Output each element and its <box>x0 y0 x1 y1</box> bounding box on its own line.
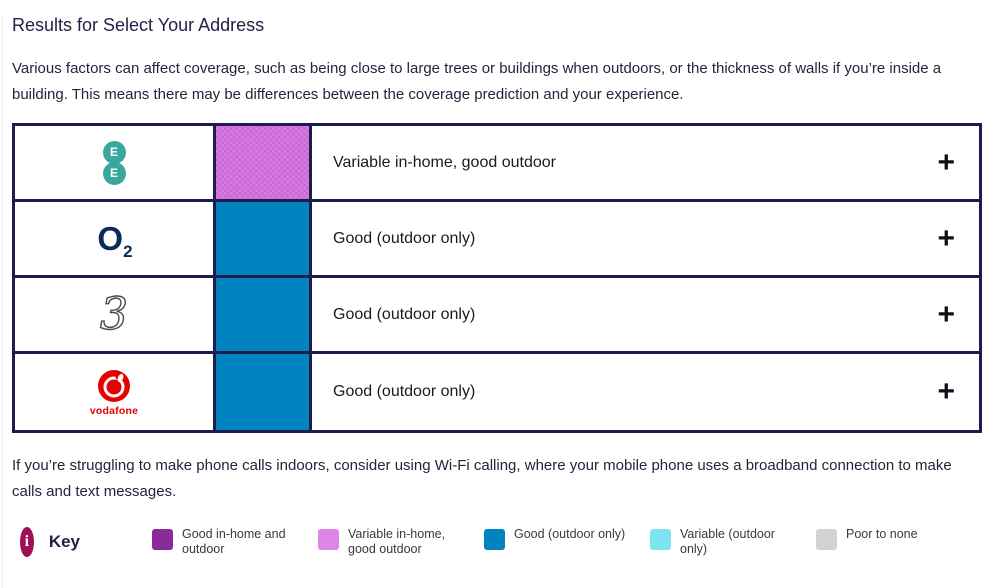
ee-logo-circle: E <box>102 161 126 185</box>
key-legend-bar: i Key Good in-home and outdoor Variable … <box>12 527 982 557</box>
page-title: Results for Select Your Address <box>12 15 265 35</box>
coverage-status-cell <box>216 126 312 199</box>
vodafone-logo: vodafone <box>90 368 138 417</box>
legend-item-good-in-home: Good in-home and outdoor <box>152 527 318 557</box>
coverage-results-table: E E Variable in-home, good outdoor + O2 … <box>12 123 982 433</box>
legend-swatch <box>816 529 837 550</box>
legend-swatch <box>318 529 339 550</box>
legend-items: Good in-home and outdoor Variable in-hom… <box>152 527 982 557</box>
legend-swatch <box>152 529 173 550</box>
coverage-text: Good (outdoor only) <box>333 229 476 247</box>
expand-button[interactable]: + <box>937 221 955 255</box>
table-row-three: 3 Good (outdoor only) + <box>15 278 979 354</box>
legend-item-variable-outdoor: Variable (outdoor only) <box>650 527 816 557</box>
coverage-text: Good (outdoor only) <box>333 305 476 323</box>
coverage-text-cell: Good (outdoor only) + <box>312 278 979 351</box>
wifi-calling-note: If you’re struggling to make phone calls… <box>12 457 952 500</box>
o2-logo-main: O <box>97 219 123 257</box>
legend-label: Variable (outdoor only) <box>680 527 775 556</box>
ee-logo: E E <box>102 140 126 185</box>
ee-logo-circle: E <box>102 140 126 164</box>
legend-item-poor-to-none: Poor to none <box>816 527 982 557</box>
table-row-vodafone: vodafone Good (outdoor only) + <box>15 354 979 430</box>
legend-label: Good (outdoor only) <box>514 527 626 541</box>
operator-logo-cell: E E <box>15 126 216 199</box>
intro-text: Various factors can affect coverage, suc… <box>12 60 942 103</box>
expand-button[interactable]: + <box>937 145 955 179</box>
info-icon: i <box>20 527 34 557</box>
legend-item-variable-in-home: Variable in-home, good outdoor <box>318 527 484 557</box>
operator-logo-cell: vodafone <box>15 354 216 430</box>
legend-label: Poor to none <box>846 527 918 541</box>
expand-button[interactable]: + <box>937 375 955 408</box>
operator-logo-cell: O2 <box>15 202 216 275</box>
coverage-text-cell: Good (outdoor only) + <box>312 354 979 430</box>
key-label: Key <box>48 532 80 551</box>
vodafone-mark-icon <box>98 369 130 402</box>
table-row-ee: E E Variable in-home, good outdoor + <box>15 126 979 202</box>
three-logo-glyph: 3 <box>100 289 128 340</box>
legend-label: Variable in-home, good outdoor <box>348 527 446 556</box>
operator-logo-cell: 3 <box>15 278 216 351</box>
expand-button[interactable]: + <box>937 297 955 331</box>
coverage-text: Good (outdoor only) <box>333 383 476 400</box>
legend-label: Good in-home and outdoor <box>182 527 286 556</box>
legend-item-good-outdoor: Good (outdoor only) <box>484 527 650 557</box>
coverage-status-cell <box>216 202 312 275</box>
legend-swatch <box>484 529 505 550</box>
coverage-text-cell: Good (outdoor only) + <box>312 202 979 275</box>
coverage-text: Variable in-home, good outdoor <box>333 153 556 171</box>
coverage-status-cell <box>216 354 312 430</box>
coverage-results-page: Results for Select Your Address Various … <box>0 15 994 588</box>
three-logo: 3 <box>87 289 141 341</box>
legend-swatch <box>650 529 671 550</box>
vodafone-wordmark: vodafone <box>89 404 139 417</box>
table-row-o2: O2 Good (outdoor only) + <box>15 202 979 278</box>
coverage-status-cell <box>216 278 312 351</box>
o2-logo: O2 <box>97 219 133 261</box>
o2-logo-subscript: 2 <box>123 241 133 261</box>
coverage-text-cell: Variable in-home, good outdoor + <box>312 126 979 199</box>
